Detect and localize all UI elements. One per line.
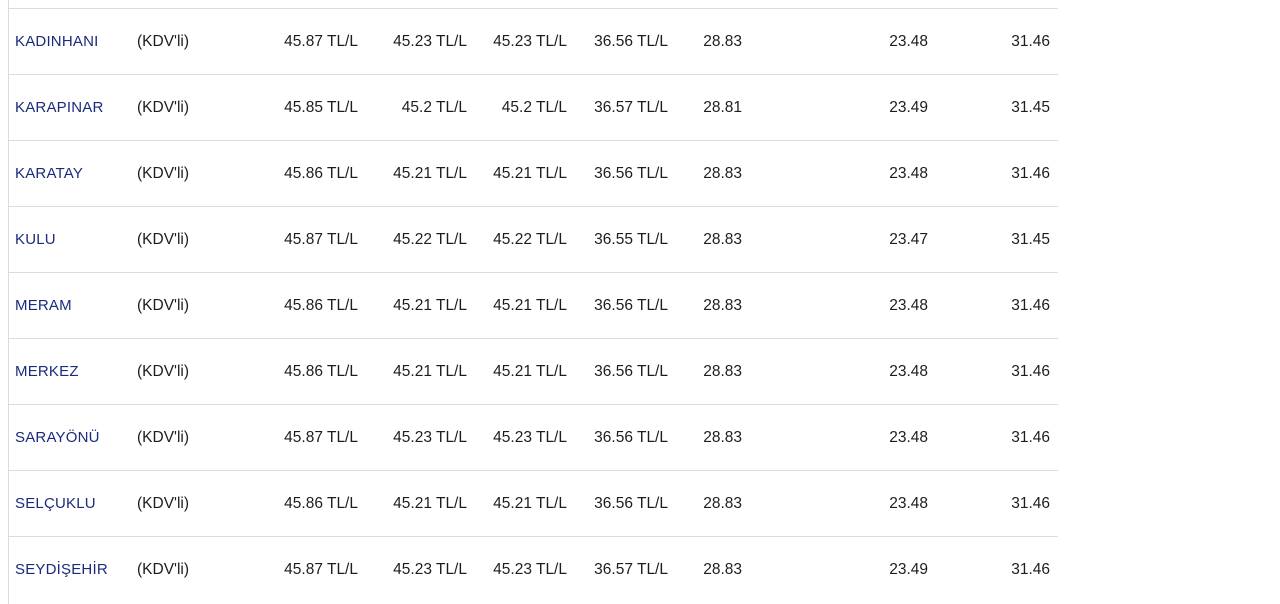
district-link[interactable]: SARAYÖNÜ	[15, 429, 100, 446]
vat-note: (KDV'li)	[137, 428, 190, 446]
price-value: 23.49	[889, 98, 928, 116]
table-row: SARAYÖNÜ (KDV'li) 45.87 TL/L 45.23 TL/L 45.2…	[9, 404, 1058, 470]
price-value: 45.21 TL/L	[393, 164, 467, 182]
price-value: 45.22 TL/L	[393, 230, 467, 248]
price-value: 45.21 TL/L	[493, 494, 567, 512]
price-value: 45.87 TL/L	[284, 230, 358, 248]
price-value: 45.87 TL/L	[284, 32, 358, 50]
price-value: 45.86 TL/L	[284, 362, 358, 380]
district-link[interactable]: MERKEZ	[15, 363, 79, 380]
district-link[interactable]: KULU	[15, 231, 56, 248]
partial-row-top	[9, 0, 1058, 8]
price-value: 23.48	[889, 428, 928, 446]
price-value: 45.87 TL/L	[284, 560, 358, 578]
price-value: 31.46	[1011, 362, 1050, 380]
price-value: 45.22 TL/L	[493, 230, 567, 248]
table-row: KARAPINAR (KDV'li) 45.85 TL/L 45.2 TL/L 45.2…	[9, 74, 1058, 140]
price-value: 31.46	[1011, 494, 1050, 512]
price-value: 45.21 TL/L	[493, 362, 567, 380]
table-row: SEYDİŞEHİR (KDV'li) 45.87 TL/L 45.23 TL/L 45…	[9, 536, 1058, 602]
price-value: 45.23 TL/L	[393, 32, 467, 50]
price-value: 36.57 TL/L	[594, 98, 668, 116]
district-link[interactable]: SEYDİŞEHİR	[15, 561, 108, 578]
price-value: 45.86 TL/L	[284, 164, 358, 182]
price-value: 23.47	[889, 230, 928, 248]
price-value: 36.56 TL/L	[594, 428, 668, 446]
table-row: MERKEZ (KDV'li) 45.86 TL/L 45.21 TL/L 45.21 …	[9, 338, 1058, 404]
vat-note: (KDV'li)	[137, 296, 190, 314]
price-value: 28.83	[703, 230, 742, 248]
price-value: 45.86 TL/L	[284, 296, 358, 314]
vat-note: (KDV'li)	[137, 230, 190, 248]
price-value: 23.48	[889, 296, 928, 314]
vat-note: (KDV'li)	[137, 98, 190, 116]
table-row: KULU (KDV'li) 45.87 TL/L 45.22 TL/L 45.22 TL…	[9, 206, 1058, 272]
district-link[interactable]: KARAPINAR	[15, 99, 104, 116]
price-value: 28.81	[703, 98, 742, 116]
price-value: 45.23 TL/L	[493, 428, 567, 446]
price-value: 36.57 TL/L	[594, 560, 668, 578]
price-value: 45.85 TL/L	[284, 98, 358, 116]
price-value: 45.21 TL/L	[493, 296, 567, 314]
price-value: 28.83	[703, 32, 742, 50]
price-value: 45.23 TL/L	[493, 560, 567, 578]
vat-note: (KDV'li)	[137, 560, 190, 578]
price-value: 36.56 TL/L	[594, 296, 668, 314]
price-value: 45.21 TL/L	[393, 494, 467, 512]
price-value: 28.83	[703, 296, 742, 314]
price-value: 23.49	[889, 560, 928, 578]
price-value: 36.56 TL/L	[594, 494, 668, 512]
price-value: 23.48	[889, 494, 928, 512]
vat-note: (KDV'li)	[137, 32, 190, 50]
district-link[interactable]: MERAM	[15, 297, 72, 314]
price-value: 45.2 TL/L	[401, 98, 467, 116]
table-row: KADINHANI (KDV'li) 45.87 TL/L 45.23 TL/L 45.…	[9, 8, 1058, 74]
table-row: MERAM (KDV'li) 45.86 TL/L 45.21 TL/L 45.21 T…	[9, 272, 1058, 338]
vat-note: (KDV'li)	[137, 494, 190, 512]
price-value: 45.87 TL/L	[284, 428, 358, 446]
district-link[interactable]: KARATAY	[15, 165, 84, 182]
price-value: 31.46	[1011, 428, 1050, 446]
price-value: 45.21 TL/L	[393, 362, 467, 380]
price-value: 36.56 TL/L	[594, 362, 668, 380]
fuel-price-table: KADINHANI (KDV'li) 45.87 TL/L 45.23 TL/L 45.…	[8, 0, 1058, 604]
price-value: 45.23 TL/L	[393, 560, 467, 578]
price-value: 36.55 TL/L	[594, 230, 668, 248]
price-value: 31.46	[1011, 560, 1050, 578]
price-value: 45.86 TL/L	[284, 494, 358, 512]
table-row: KARATAY (KDV'li) 45.86 TL/L 45.21 TL/L 45.21…	[9, 140, 1058, 206]
price-value: 31.46	[1011, 32, 1050, 50]
price-value: 28.83	[703, 494, 742, 512]
price-value: 28.83	[703, 362, 742, 380]
district-link[interactable]: KADINHANI	[15, 33, 99, 50]
price-value: 23.48	[889, 32, 928, 50]
vat-note: (KDV'li)	[137, 164, 190, 182]
price-value: 28.83	[703, 428, 742, 446]
price-value: 36.56 TL/L	[594, 32, 668, 50]
vat-note: (KDV'li)	[137, 362, 190, 380]
price-value: 45.2 TL/L	[501, 98, 567, 116]
district-link[interactable]: SELÇUKLU	[15, 495, 96, 512]
price-value: 28.83	[703, 560, 742, 578]
price-value: 31.46	[1011, 296, 1050, 314]
price-value: 45.23 TL/L	[393, 428, 467, 446]
price-value: 45.21 TL/L	[493, 164, 567, 182]
price-value: 23.48	[889, 362, 928, 380]
price-value: 28.83	[703, 164, 742, 182]
price-value: 23.48	[889, 164, 928, 182]
price-value: 31.45	[1011, 230, 1050, 248]
price-value: 45.23 TL/L	[493, 32, 567, 50]
price-value: 31.46	[1011, 164, 1050, 182]
price-value: 45.21 TL/L	[393, 296, 467, 314]
table-row: SELÇUKLU (KDV'li) 45.86 TL/L 45.21 TL/L 45.2…	[9, 470, 1058, 536]
price-value: 36.56 TL/L	[594, 164, 668, 182]
price-value: 31.45	[1011, 98, 1050, 116]
